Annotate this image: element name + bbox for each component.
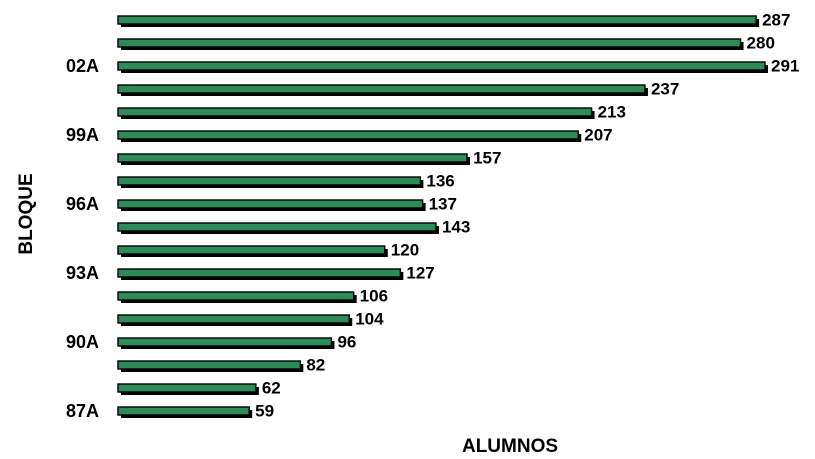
- bar-value-label: 157: [473, 148, 501, 167]
- bar: [117, 337, 333, 347]
- bar: [117, 268, 402, 278]
- bar-value-label: 104: [355, 309, 384, 328]
- value-labels-group: 59 62 82 96 104 106 127 120 143 137 136 157 207 213 23…: [255, 10, 799, 420]
- bar: [117, 222, 437, 232]
- bar-value-label: 96: [337, 332, 356, 351]
- bar: [117, 15, 757, 25]
- y-tick-label: 02A: [66, 56, 99, 76]
- x-axis-title: ALUMNOS: [462, 436, 558, 457]
- y-tick-label: 90A: [66, 332, 99, 352]
- bars-group: [117, 15, 768, 418]
- y-tick-label: 96A: [66, 194, 99, 214]
- bar: [117, 176, 422, 186]
- y-axis-title: BLOQUE: [16, 173, 37, 254]
- bar: [117, 107, 593, 117]
- bar-value-label: 143: [442, 217, 470, 236]
- bar-value-label: 120: [391, 240, 419, 259]
- bar: [117, 38, 742, 48]
- bar-value-label: 106: [360, 286, 388, 305]
- y-tick-label: 99A: [66, 125, 99, 145]
- bar-value-label: 62: [262, 378, 281, 397]
- y-tick-labels-group: 87A 90A 93A 96A 99A 02A: [66, 56, 99, 421]
- bar-value-label: 291: [771, 56, 799, 75]
- bar: [117, 383, 257, 393]
- y-tick-label: 87A: [66, 401, 99, 421]
- bar-value-label: 82: [306, 355, 325, 374]
- bar: [117, 314, 350, 324]
- bar-value-label: 127: [406, 263, 434, 282]
- bar-value-label: 213: [598, 102, 626, 121]
- bar-value-label: 287: [762, 10, 790, 29]
- bar-value-label: 207: [584, 125, 612, 144]
- bar: [117, 291, 355, 301]
- bar: [117, 360, 302, 370]
- bar-value-label: 237: [651, 79, 679, 98]
- bar-value-label: 136: [426, 171, 454, 190]
- bar: [117, 199, 424, 209]
- bar: [117, 84, 646, 94]
- bar: [117, 130, 579, 140]
- bar: [117, 406, 250, 416]
- bar: [117, 245, 386, 255]
- bar-value-label: 59: [255, 401, 274, 420]
- bar: [117, 153, 468, 163]
- bar-value-label: 137: [429, 194, 457, 213]
- y-tick-label: 93A: [66, 263, 99, 283]
- bar-value-label: 280: [747, 33, 775, 52]
- bar: [117, 61, 766, 71]
